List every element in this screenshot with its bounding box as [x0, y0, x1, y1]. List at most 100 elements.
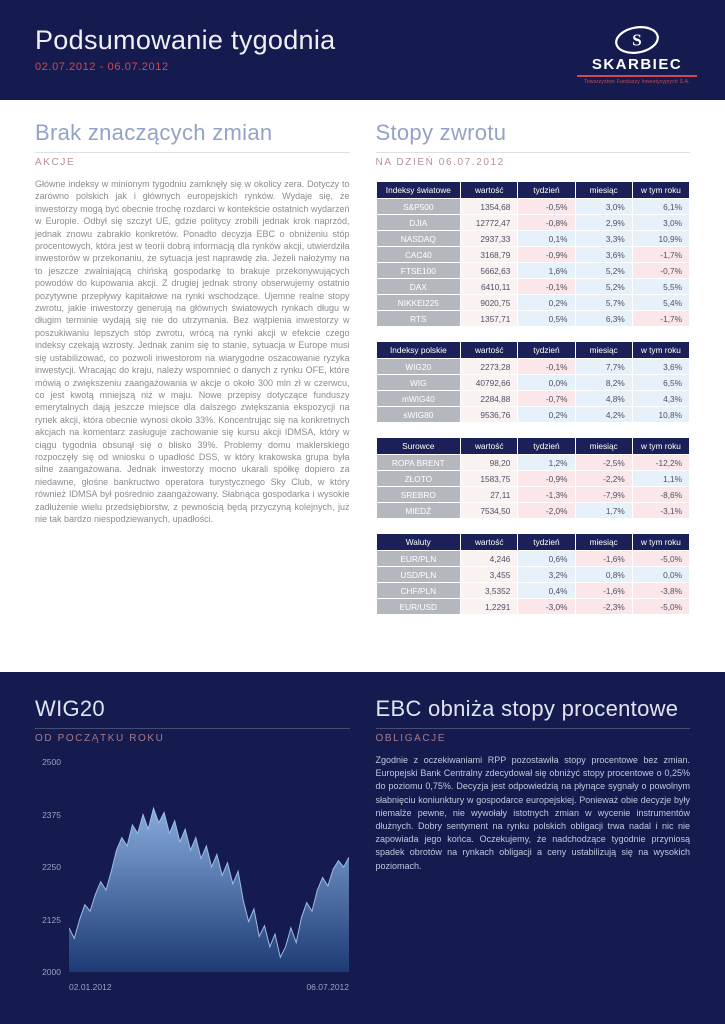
- table-name: Waluty: [375, 533, 462, 551]
- cell: 3,0%: [574, 198, 633, 215]
- article-title: Brak znaczących zmian: [35, 120, 273, 145]
- logo-oval-icon: S: [615, 26, 659, 54]
- table-row: mWIG40 2284,88 -0,7% 4,8% 4,3%: [375, 390, 691, 407]
- bonds-title: EBC obniża stopy procentowe: [375, 696, 679, 721]
- cell: -2,3%: [574, 598, 633, 615]
- cell: 3,3%: [574, 230, 633, 247]
- cell: 1357,71: [460, 310, 519, 327]
- article-divider: [35, 152, 350, 153]
- table-name: Indeksy światowe: [375, 181, 462, 199]
- table-row: DAX 6410,11 -0,1% 5,2% 5,5%: [375, 278, 691, 295]
- header-title-block: Podsumowanie tygodnia 02.07.2012 - 06.07…: [35, 25, 336, 73]
- cell: 0,0%: [631, 566, 691, 583]
- cell: 7534,50: [460, 502, 519, 519]
- cell: -1,3%: [517, 486, 576, 503]
- table-row: WIG 40792,66 0,0% 8,2% 6,5%: [375, 374, 691, 391]
- cell: 12772,47: [460, 214, 519, 231]
- cell: 6,1%: [631, 198, 691, 215]
- main-content: Brak znaczących zmian AKCJE Główne indek…: [0, 100, 725, 672]
- cell: 0,8%: [574, 566, 633, 583]
- column-header: wartość: [460, 533, 519, 551]
- cell: 27,11: [460, 486, 519, 503]
- cell: 3,2%: [517, 566, 576, 583]
- table-waluty: Waluty wartość tydzień miesiąc w tym roku EUR…: [375, 533, 691, 615]
- logo-divider: [577, 75, 697, 77]
- chart-section: WIG20 OD POCZĄTKU ROKU 2500 2375 2250 2125 2…: [35, 696, 350, 1024]
- column-header: tydzień: [517, 341, 576, 359]
- column-header: wartość: [460, 181, 519, 199]
- wig20-area-chart: 2500 2375 2250 2125 2000 02.01.2012 06.07.20…: [35, 757, 350, 992]
- cell: 5,5%: [631, 278, 691, 295]
- cell: 4,3%: [631, 390, 691, 407]
- cell: 0,6%: [517, 550, 576, 567]
- table-name: Indeksy polskie: [375, 341, 462, 359]
- chart-y-axis: 2500 2375 2250 2125 2000: [35, 757, 63, 977]
- cell: 4,2%: [574, 406, 633, 423]
- table-row: CAC40 3168,79 -0,9% 3,6% -1,7%: [375, 246, 691, 263]
- row-label: NASDAQ: [375, 230, 462, 247]
- chart-title: WIG20: [35, 696, 105, 721]
- cell: -0,5%: [517, 198, 576, 215]
- cell: 10,8%: [631, 406, 691, 423]
- cell: 8,2%: [574, 374, 633, 391]
- cell: -0,1%: [517, 358, 576, 375]
- cell: 3,455: [460, 566, 519, 583]
- header: Podsumowanie tygodnia 02.07.2012 - 06.07…: [0, 0, 725, 100]
- row-label: MIEDŹ: [375, 502, 462, 519]
- table-row: RTS 1357,71 0,5% 6,3% -1,7%: [375, 310, 691, 327]
- x-axis-start-label: 02.01.2012: [69, 982, 112, 992]
- cell: 0,2%: [517, 294, 576, 311]
- y-tick-label: 2125: [42, 914, 61, 925]
- cell: -2,2%: [574, 470, 633, 487]
- column-header: miesiąc: [574, 437, 633, 455]
- column-header: miesiąc: [574, 341, 633, 359]
- row-label: WIG: [375, 374, 462, 391]
- row-label: SREBRO: [375, 486, 462, 503]
- returns-section: Stopy zwrotu NA DZIEŃ 06.07.2012 Indeksy…: [375, 120, 691, 672]
- row-label: USD/PLN: [375, 566, 462, 583]
- table-name: Surowce: [375, 437, 462, 455]
- chart-divider: [35, 728, 350, 729]
- table-row: S&P500 1354,68 -0,5% 3,0% 6,1%: [375, 198, 691, 215]
- returns-divider: [375, 152, 690, 153]
- cell: 6410,11: [460, 278, 519, 295]
- article-section: Brak znaczących zmian AKCJE Główne indek…: [35, 120, 350, 672]
- returns-subtitle: NA DZIEŃ 06.07.2012: [375, 157, 505, 168]
- column-header: miesiąc: [574, 181, 633, 199]
- cell: 6,3%: [574, 310, 633, 327]
- row-label: EUR/PLN: [375, 550, 462, 567]
- cell: -0,7%: [631, 262, 691, 279]
- chart-plot-area: [68, 806, 350, 972]
- table-row: DJIA 12772,47 -0,8% 2,9% 3,0%: [375, 214, 691, 231]
- cell: -0,7%: [517, 390, 576, 407]
- cell: -8,6%: [631, 486, 691, 503]
- table-surowce: Surowce wartość tydzień miesiąc w tym roku RO…: [375, 437, 691, 519]
- date-range: 02.07.2012 - 06.07.2012: [35, 61, 169, 73]
- table-row: EUR/USD 1,2291 -3,0% -2,3% -5,0%: [375, 598, 691, 615]
- cell: 2284,88: [460, 390, 519, 407]
- article-subtitle: AKCJE: [35, 157, 76, 168]
- logo-tagline: Towarzystwo Funduszy Inwestycyjnych S.A.: [584, 79, 690, 85]
- cell: -3,1%: [631, 502, 691, 519]
- row-label: S&P500: [375, 198, 462, 215]
- row-label: DJIA: [375, 214, 462, 231]
- column-header: tydzień: [517, 533, 576, 551]
- row-label: WIG20: [375, 358, 462, 375]
- cell: 3168,79: [460, 246, 519, 263]
- cell: 1,2%: [517, 454, 576, 471]
- chart-x-axis: 02.01.2012 06.07.2012: [69, 982, 349, 992]
- logo-monogram: S: [632, 31, 641, 50]
- cell: -1,6%: [574, 550, 633, 567]
- y-tick-label: 2000: [42, 967, 61, 977]
- cell: -5,0%: [631, 550, 691, 567]
- bottom-section: WIG20 OD POCZĄTKU ROKU 2500 2375 2250 2125 2…: [0, 672, 725, 1024]
- table-row: SREBRO 27,11 -1,3% -7,9% -8,6%: [375, 486, 691, 503]
- cell: 3,6%: [631, 358, 691, 375]
- cell: 3,5352: [460, 582, 519, 599]
- cell: 4,8%: [574, 390, 633, 407]
- bonds-body: Zgodnie z oczekiwaniami RPP pozostawiła …: [375, 755, 691, 871]
- cell: 0,0%: [517, 374, 576, 391]
- row-label: EUR/USD: [375, 598, 462, 615]
- row-label: DAX: [375, 278, 462, 295]
